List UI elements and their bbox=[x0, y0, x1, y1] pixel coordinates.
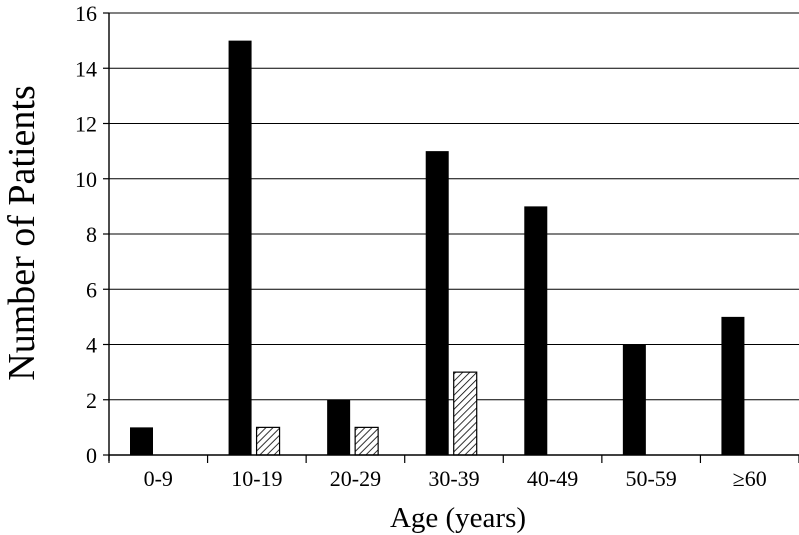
y-tick-label: 14 bbox=[75, 56, 97, 81]
x-tick-label: 40-49 bbox=[527, 466, 578, 491]
bar-series-2 bbox=[453, 371, 478, 456]
x-tick-label: 10-19 bbox=[231, 466, 282, 491]
x-tick-label: 0-9 bbox=[144, 466, 173, 491]
y-tick-label: 2 bbox=[86, 388, 97, 413]
bar-series-1 bbox=[425, 151, 449, 455]
x-tick-label: 30-39 bbox=[428, 466, 479, 491]
x-axis-title: Age (years) bbox=[390, 502, 526, 534]
bars bbox=[130, 40, 745, 456]
x-tick-labels: 0-9 10-19 20-29 30-39 40-49 50-59 ≥60 bbox=[144, 466, 767, 491]
bar-series-2 bbox=[255, 426, 281, 456]
y-axis-title: Number of Patients bbox=[1, 85, 43, 381]
y-tick-label: 16 bbox=[75, 1, 97, 26]
bar-series-1 bbox=[130, 427, 153, 455]
bar-series-1 bbox=[524, 206, 548, 455]
x-tick-label: 50-59 bbox=[625, 466, 676, 491]
y-tick-label: 0 bbox=[86, 443, 97, 468]
bar-series-2 bbox=[354, 426, 379, 456]
axes bbox=[103, 12, 799, 463]
bar-series-1 bbox=[622, 344, 646, 455]
y-tick-label: 10 bbox=[75, 167, 97, 192]
y-tick-label: 12 bbox=[75, 112, 97, 137]
gridlines bbox=[109, 12, 799, 401]
x-tick-label: ≥60 bbox=[733, 466, 767, 491]
x-tick-label: 20-29 bbox=[330, 466, 381, 491]
bar-series-1 bbox=[228, 40, 252, 455]
y-tick-label: 4 bbox=[86, 333, 97, 358]
y-tick-label: 8 bbox=[86, 222, 97, 247]
y-tick-label: 6 bbox=[86, 277, 97, 302]
y-tick-labels: 0 2 4 6 8 10 12 14 16 bbox=[75, 1, 97, 468]
bar-series-1 bbox=[327, 399, 351, 455]
bar-series-1 bbox=[721, 316, 745, 455]
